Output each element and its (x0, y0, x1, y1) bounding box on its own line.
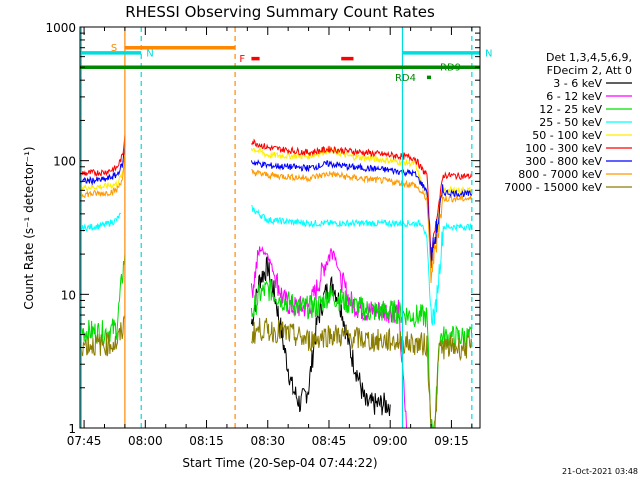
legend-entry-300-800-kev: 300 - 800 keV (525, 155, 602, 168)
timestamp: 21-Oct-2021 03:48 (562, 467, 638, 476)
y-axis: 1 10 100 1000 (45, 21, 480, 436)
legend-entry-7000-15000-kev: 7000 - 15000 keV (504, 181, 602, 194)
x-axis: 07:45 08:00 08:15 08:30 08:45 09:00 09:15 (67, 27, 473, 448)
chart-title: RHESSI Observing Summary Count Rates (125, 3, 435, 21)
legend-header: Det 1,3,4,5,6,9, (546, 51, 632, 64)
series-line-50-100-kev (79, 145, 473, 276)
x-tick-label: 08:15 (189, 434, 224, 448)
x-tick-label: 08:00 (128, 434, 163, 448)
series-line-7000-15000-kev (79, 315, 473, 429)
time-band-label: F (239, 54, 245, 65)
series-line-100-300-kev (79, 135, 473, 255)
time-band-label: RD4 (395, 73, 416, 84)
series-line-800-7000-kev (79, 155, 473, 284)
series-line-300-800-kev (79, 145, 473, 269)
legend-header: FDecim 2, Att 0 (547, 64, 632, 77)
legend-entry-800-7000-kev: 800 - 7000 keV (518, 168, 602, 181)
legend-entry-100-300-kev: 100 - 300 keV (525, 142, 602, 155)
x-axis-label: Start Time (20-Sep-04 07:44:22) (182, 456, 377, 470)
x-tick-label: 08:30 (250, 434, 285, 448)
x-tick-label: 09:00 (373, 434, 408, 448)
time-band-label: N (485, 48, 492, 59)
legend: Det 1,3,4,5,6,9,FDecim 2, Att 03 - 6 keV… (504, 51, 632, 194)
plot-frame (79, 26, 481, 429)
legend-entry-25-50-kev: 25 - 50 keV (539, 116, 602, 129)
series-line-25-50-kev (79, 205, 473, 326)
legend-entry-12-25-kev: 12 - 25 keV (539, 103, 602, 116)
x-tick-label: 09:15 (434, 434, 469, 448)
time-band-label: S (111, 43, 117, 54)
legend-entry-50-100-kev: 50 - 100 keV (532, 129, 602, 142)
series-layer (79, 135, 473, 429)
legend-entry-6-12-kev: 6 - 12 keV (546, 90, 602, 103)
time-band-label: RD9 (440, 63, 461, 74)
y-tick-label: 10 (61, 288, 76, 302)
x-tick-label: 07:45 (67, 434, 102, 448)
overlay-layer: S N N F RD9 RD4 (80, 27, 492, 428)
x-tick-label: 08:45 (312, 434, 347, 448)
y-tick-label: 1 (68, 422, 76, 436)
y-tick-label: 1000 (45, 21, 76, 35)
time-band-label: N (146, 48, 153, 59)
legend-entry-3-6-kev: 3 - 6 keV (553, 77, 602, 90)
y-axis-label: Count Rate (s⁻¹ detector⁻¹) (22, 146, 36, 309)
y-tick-label: 100 (53, 155, 76, 169)
